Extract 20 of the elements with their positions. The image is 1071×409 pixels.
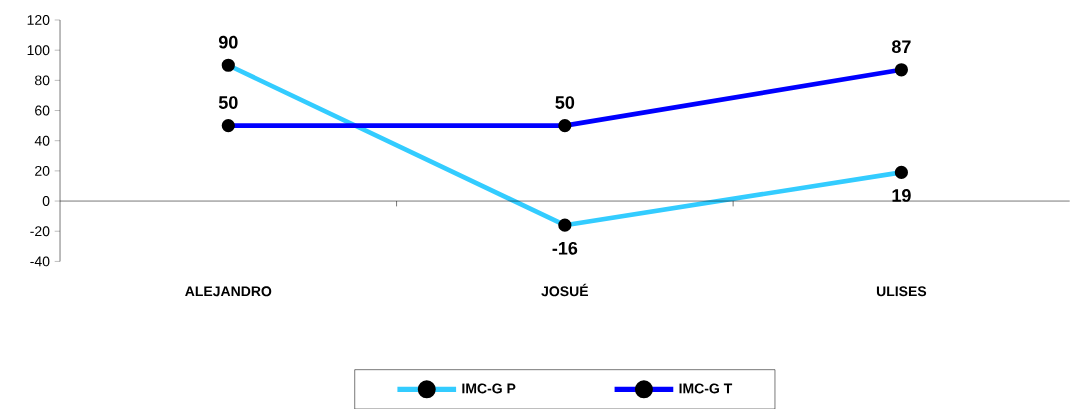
y-tick-label: 20 bbox=[35, 165, 50, 176]
y-tick-label: 40 bbox=[34, 135, 50, 146]
data-label: 50 bbox=[218, 95, 238, 109]
data-label: 90 bbox=[218, 35, 238, 49]
y-tick-label: -40 bbox=[30, 256, 50, 267]
data-label: 19 bbox=[892, 188, 911, 202]
y-tick-label: 0 bbox=[42, 195, 50, 206]
x-tick-label: JOSUÉ bbox=[541, 283, 589, 297]
data-label: 50 bbox=[555, 95, 575, 109]
y-tick-label: 120 bbox=[27, 14, 50, 25]
y-tick-label: -20 bbox=[30, 226, 50, 236]
x-tick-label: ALEJANDRO bbox=[185, 286, 272, 297]
data-label: 87 bbox=[891, 40, 911, 53]
data-label: -16 bbox=[552, 241, 578, 255]
legend-label: IMC-G T bbox=[679, 383, 733, 394]
x-tick-label: ULISES bbox=[876, 286, 927, 297]
y-tick-label: 80 bbox=[35, 75, 50, 86]
y-tick-label: 100 bbox=[27, 45, 50, 55]
y-tick-label: 60 bbox=[35, 105, 50, 116]
legend-label: IMC-G P bbox=[462, 383, 516, 394]
